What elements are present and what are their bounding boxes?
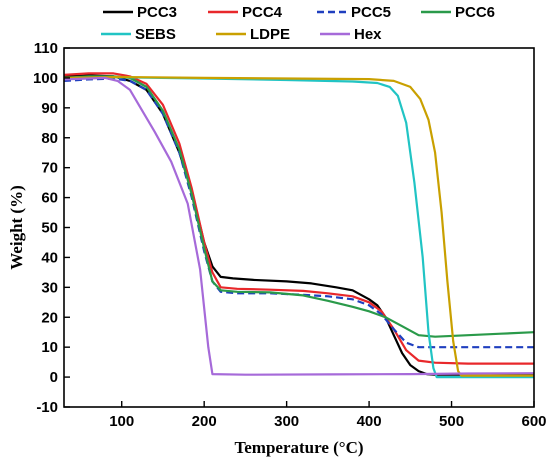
y-tick-label: 90 xyxy=(41,100,58,117)
plot-lines xyxy=(63,72,535,379)
y-tick-label: 10 xyxy=(41,339,58,356)
x-tick-label: 500 xyxy=(439,413,464,430)
series-line-pcc4 xyxy=(63,72,534,365)
y-tick-label: 80 xyxy=(41,130,58,147)
y-tick-label: 0 xyxy=(50,369,58,386)
legend-label-ldpe: LDPE xyxy=(250,26,290,43)
y-tick-label: 100 xyxy=(33,70,58,87)
x-tick-label: 200 xyxy=(192,413,217,430)
series-line-sebs xyxy=(63,76,534,379)
legend-label-pcc4: PCC4 xyxy=(242,4,283,21)
axis-ticks: 100 200 300 400 500 600 -10 0 10 20 30 40 50 60 70 80 90… xyxy=(33,40,547,430)
y-tick-label: 30 xyxy=(41,279,58,296)
y-tick-label: 110 xyxy=(34,40,58,57)
legend-label-pcc5: PCC5 xyxy=(351,4,391,21)
legend-label-sebs: SEBS xyxy=(135,26,176,43)
x-tick-label: 300 xyxy=(274,413,299,430)
x-tick-label: 600 xyxy=(521,413,546,430)
y-axis-title: Weight (%) xyxy=(7,185,26,270)
series-line-hex xyxy=(63,76,535,376)
y-tick-label: 20 xyxy=(41,309,58,326)
series-line-ldpe xyxy=(63,75,534,377)
series-line-pcc5 xyxy=(63,77,534,349)
y-tick-label: 70 xyxy=(41,160,58,177)
x-tick-label: 400 xyxy=(357,413,382,430)
legend-label-pcc3: PCC3 xyxy=(137,4,177,21)
plot-frame xyxy=(63,47,535,408)
legend: PCC3 PCC4 PCC5 PCC6 SEBS LDPE Hex xyxy=(101,4,495,43)
legend-label-pcc6: PCC6 xyxy=(455,4,495,21)
series-line-pcc6 xyxy=(63,75,535,338)
x-tick-label: 100 xyxy=(109,413,134,430)
y-tick-label: 40 xyxy=(41,249,58,266)
x-axis-title: Temperature (°C) xyxy=(234,438,363,457)
series-line-pcc3 xyxy=(63,74,534,376)
y-tick-label: 50 xyxy=(41,220,58,237)
y-tick-label: -10 xyxy=(36,399,58,416)
legend-label-hex: Hex xyxy=(354,26,382,43)
y-tick-label: 60 xyxy=(41,190,58,207)
